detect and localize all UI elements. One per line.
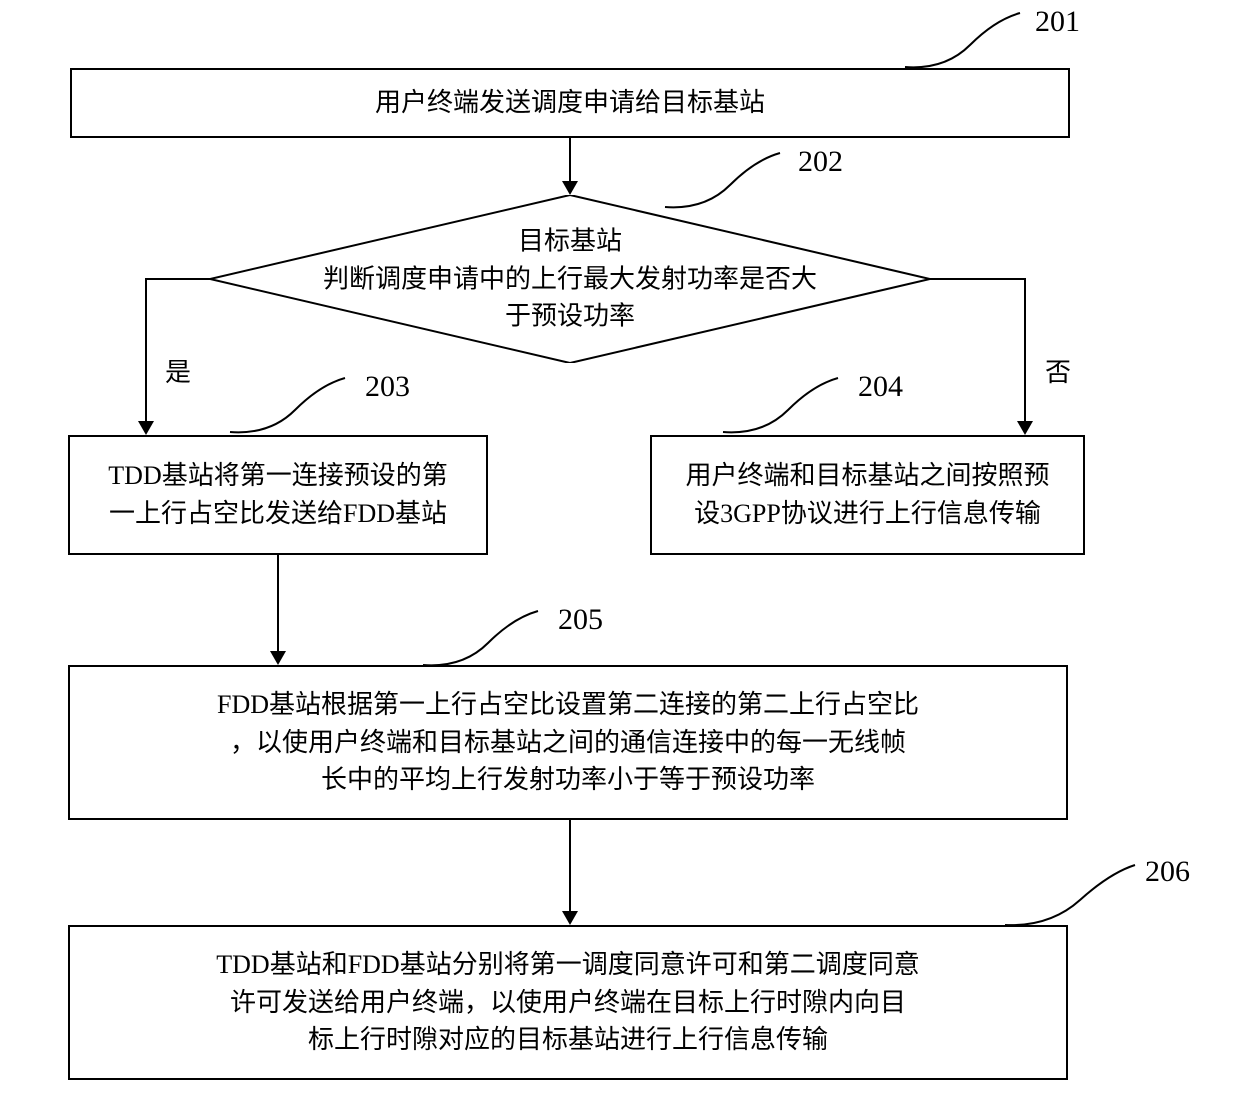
branch-left-h — [145, 278, 212, 280]
branch-right-v — [1024, 278, 1026, 423]
arrow-205-206 — [569, 820, 571, 913]
node-202-line3: 于预设功率 — [505, 302, 635, 331]
callout-201-curve — [900, 5, 1030, 70]
callout-205-label: 205 — [558, 603, 603, 637]
branch-left-v — [145, 278, 147, 423]
callout-204-curve — [718, 370, 848, 435]
node-201: 用户终端发送调度申请给目标基站 — [70, 68, 1070, 138]
callout-202-label: 202 — [798, 145, 843, 179]
node-202-line2: 判断调度申请中的上行最大发射功率是否大 — [323, 264, 817, 293]
node-205-text: FDD基站根据第一上行占空比设置第二连接的第二上行占空比 ，以使用户终端和目标基… — [217, 686, 919, 799]
arrow-201-202 — [569, 138, 571, 183]
node-203: TDD基站将第一连接预设的第 一上行占空比发送给FDD基站 — [68, 435, 488, 555]
branch-no-label: 否 — [1045, 352, 1071, 389]
node-205: FDD基站根据第一上行占空比设置第二连接的第二上行占空比 ，以使用户终端和目标基… — [68, 665, 1068, 820]
arrow-201-202-head — [562, 181, 578, 195]
node-202: 目标基站 判断调度申请中的上行最大发射功率是否大 于预设功率 — [210, 195, 930, 363]
flowchart-container: 用户终端发送调度申请给目标基站 201 目标基站 判断调度申请中的上行最大发射功… — [0, 0, 1240, 1101]
callout-203-label: 203 — [365, 370, 410, 404]
node-204: 用户终端和目标基站之间按照预 设3GPP协议进行上行信息传输 — [650, 435, 1085, 555]
callout-203-curve — [225, 370, 355, 435]
arrow-205-206-head — [562, 911, 578, 925]
callout-206-label: 206 — [1145, 855, 1190, 889]
callout-205-curve — [418, 603, 548, 668]
node-204-text: 用户终端和目标基站之间按照预 设3GPP协议进行上行信息传输 — [685, 457, 1049, 532]
branch-yes-label: 是 — [165, 352, 191, 389]
callout-206-curve — [1000, 855, 1140, 930]
callout-204-label: 204 — [858, 370, 903, 404]
node-206: TDD基站和FDD基站分别将第一调度同意许可和第二调度同意 许可发送给用户终端，… — [68, 925, 1068, 1080]
branch-right-h — [928, 278, 1026, 280]
node-202-line1: 目标基站 — [518, 226, 622, 255]
node-203-text: TDD基站将第一连接预设的第 一上行占空比发送给FDD基站 — [108, 457, 447, 532]
arrow-203-205 — [277, 555, 279, 653]
node-201-text: 用户终端发送调度申请给目标基站 — [375, 84, 765, 122]
node-202-text: 目标基站 判断调度申请中的上行最大发射功率是否大 于预设功率 — [210, 222, 930, 335]
branch-right-head — [1017, 421, 1033, 435]
branch-left-head — [138, 421, 154, 435]
arrow-203-205-head — [270, 651, 286, 665]
node-206-text: TDD基站和FDD基站分别将第一调度同意许可和第二调度同意 许可发送给用户终端，… — [216, 946, 919, 1059]
callout-201-label: 201 — [1035, 5, 1080, 39]
callout-202-curve — [660, 145, 790, 210]
